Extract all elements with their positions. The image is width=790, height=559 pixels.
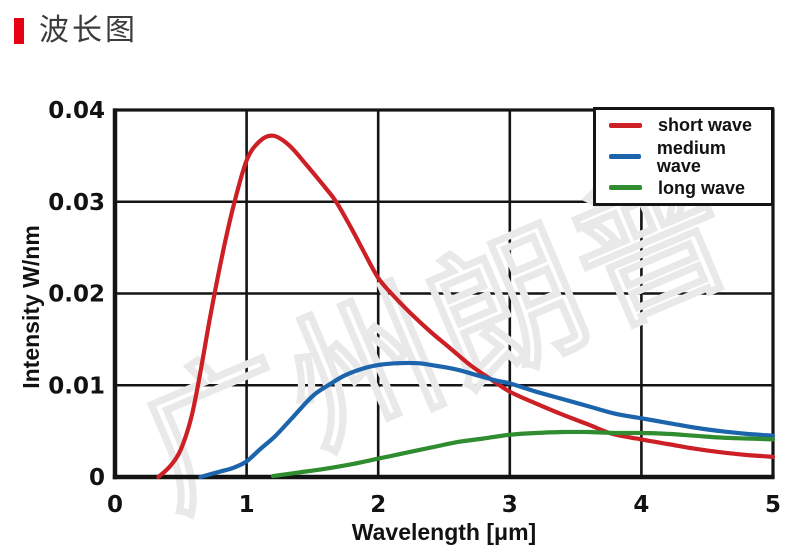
legend-item-medium-wave: medium wave [596,139,771,175]
page-header: 波长图 [14,16,138,46]
legend-item-long-wave: long wave [596,179,771,197]
long-wave-curve [270,429,776,479]
y-tick-label: 0.02 [48,282,105,308]
x-tick-label: 3 [502,492,518,518]
chart-legend: short wave medium wave long wave [593,107,774,206]
x-axis-title: Wavelength [μm] [351,519,537,545]
legend-swatch-medium-wave [609,154,641,159]
y-tick-label: 0 [89,465,105,491]
x-tick-label: 5 [765,492,781,518]
y-tick-label: 0.04 [48,98,105,124]
title-accent-bar [14,18,24,44]
legend-swatch-long-wave [609,185,642,191]
y-tick-label: 0.03 [48,190,105,216]
legend-swatch-short-wave [609,122,642,128]
x-tick-label: 1 [239,492,255,518]
legend-label-long-wave: long wave [658,177,746,198]
x-tick-label: 0 [107,492,123,518]
legend-label-short-wave: short wave [658,115,753,136]
legend-item-short-wave: short wave [596,116,771,134]
legend-label-medium-wave: medium wave [656,137,726,176]
medium-wave-curve [198,360,776,480]
x-tick-label: 2 [370,492,386,518]
page-title: 波长图 [39,14,138,47]
y-axis-title: Intensity W/nm [18,225,44,389]
y-tick-label: 0.01 [48,373,105,399]
short-wave-curve [156,133,776,480]
x-tick-label: 4 [633,492,649,518]
